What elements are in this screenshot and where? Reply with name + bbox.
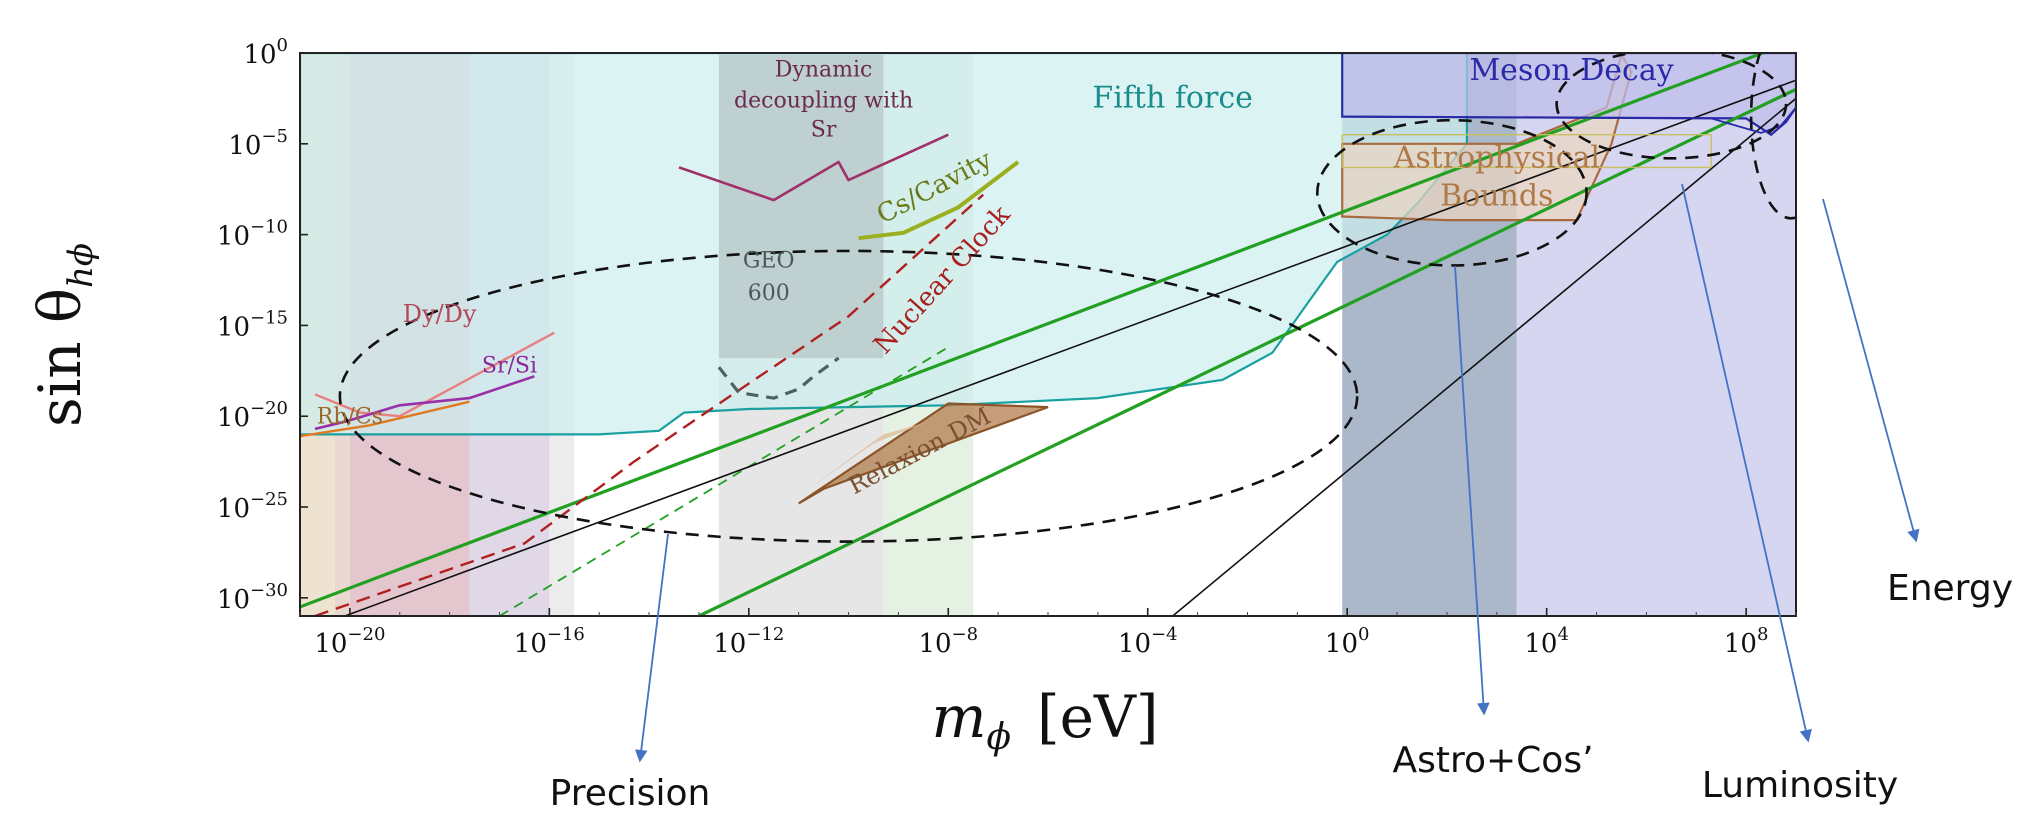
- curve-astro_yellow: [1341, 133, 1712, 169]
- annotation-astro2: Bounds: [1440, 179, 1553, 214]
- y-tick-label: 10−25: [217, 489, 288, 524]
- annotation-geo2: 600: [748, 281, 790, 306]
- curve-rb_cs: [300, 400, 470, 438]
- y-axis-label: sin θhϕ: [26, 243, 101, 427]
- exclusion-regions: [300, 53, 1796, 505]
- annotation-astro1: Astrophysical: [1393, 140, 1600, 175]
- callout-arrow-astro-cos-: [1454, 265, 1490, 716]
- y-tick-label: 10−30: [217, 580, 288, 615]
- plot-area: Dynamic decoupling with Sr Fifth force Meson…: [300, 53, 1796, 616]
- x-tick-label: 10−8: [918, 624, 978, 659]
- curve-green_solid_2: [698, 87, 1796, 616]
- annotation-dydy: Dy/Dy: [403, 300, 477, 328]
- callout-label-luminosity: Luminosity: [1702, 765, 1898, 806]
- callout-arrows: Precision Astro+Cos’ Luminosity Energy: [550, 183, 2013, 814]
- x-tick-label: 10−4: [1118, 624, 1178, 659]
- annotation-dyn3: Sr: [811, 118, 837, 143]
- y-tick-label: 10−20: [217, 398, 288, 433]
- x-tick-label: 10−20: [314, 624, 385, 659]
- constraint-curves: [300, 53, 1796, 616]
- callout-label-energy: Energy: [1887, 568, 2013, 609]
- x-tick-label: 104: [1524, 624, 1569, 659]
- curve-nuclear_clock: [314, 193, 985, 616]
- curve-dyn_decoupling: [678, 133, 949, 202]
- curve-black_thin_1: [344, 79, 1796, 616]
- y-tick-label: 100: [243, 35, 288, 70]
- region-relaxion: [798, 402, 1049, 505]
- x-axis-label-unit: [eV]: [1037, 683, 1158, 751]
- y-axis-label-sub: hϕ: [61, 243, 101, 288]
- curve-meson_upper: [1342, 106, 1796, 134]
- curve-cs_cavity: [858, 160, 1020, 241]
- annotation-geo1: GEO: [743, 248, 795, 273]
- callout-label-astro-cos-: Astro+Cos’: [1392, 740, 1593, 781]
- annotation-dyn2: decoupling with: [734, 88, 913, 113]
- curve-sr_si: [314, 375, 535, 431]
- annotation-meson: Meson Decay: [1469, 53, 1673, 88]
- callout-arrow-precision: [634, 533, 669, 763]
- x-tick-label: 100: [1325, 624, 1370, 659]
- annotation-srsi: Sr/Si: [482, 354, 537, 379]
- curve-geo600_curve: [717, 356, 840, 400]
- ellipse-astro_cos: [1315, 118, 1588, 267]
- x-axis-ticks: 10−20 10−16 10−12 10−8 10−4 100 104 108: [299, 608, 1797, 659]
- annotation-dyn1: Dynamic: [775, 58, 873, 83]
- y-axis-ticks: 100 10−5 10−10 10−15 10−20 10−25 10−30: [217, 35, 308, 615]
- x-tick-label: 10−12: [713, 624, 784, 659]
- category-ellipses: [338, 53, 1796, 543]
- callout-arrow-energy: [1822, 198, 1920, 543]
- curve-dy_dy: [314, 331, 555, 418]
- x-axis-label: mϕ [eV]: [931, 683, 1158, 758]
- ellipse-luminosity: [1555, 53, 1788, 160]
- callout-label-precision: Precision: [550, 773, 711, 814]
- curve-green_dashed: [499, 346, 949, 616]
- annotation-rbcs: Rb/Cs: [317, 404, 383, 429]
- y-axis-label-main: sin θ: [26, 288, 94, 427]
- region-geo600: [718, 54, 884, 359]
- x-tick-label: 10−16: [514, 624, 585, 659]
- annotation-fifth: Fifth force: [1092, 80, 1253, 115]
- x-axis-label-main: m: [931, 683, 986, 751]
- x-axis-label-sub: ϕ: [986, 717, 1011, 758]
- curve-black_thin_2: [1172, 97, 1796, 616]
- y-tick-label: 10−10: [217, 217, 288, 252]
- ellipse-energy: [1749, 53, 1796, 220]
- y-tick-label: 10−15: [217, 307, 288, 342]
- callout-arrow-luminosity: [1681, 183, 1812, 743]
- y-tick-label: 10−5: [228, 126, 288, 161]
- ellipse-precision: [338, 249, 1359, 543]
- x-tick-label: 108: [1724, 624, 1769, 659]
